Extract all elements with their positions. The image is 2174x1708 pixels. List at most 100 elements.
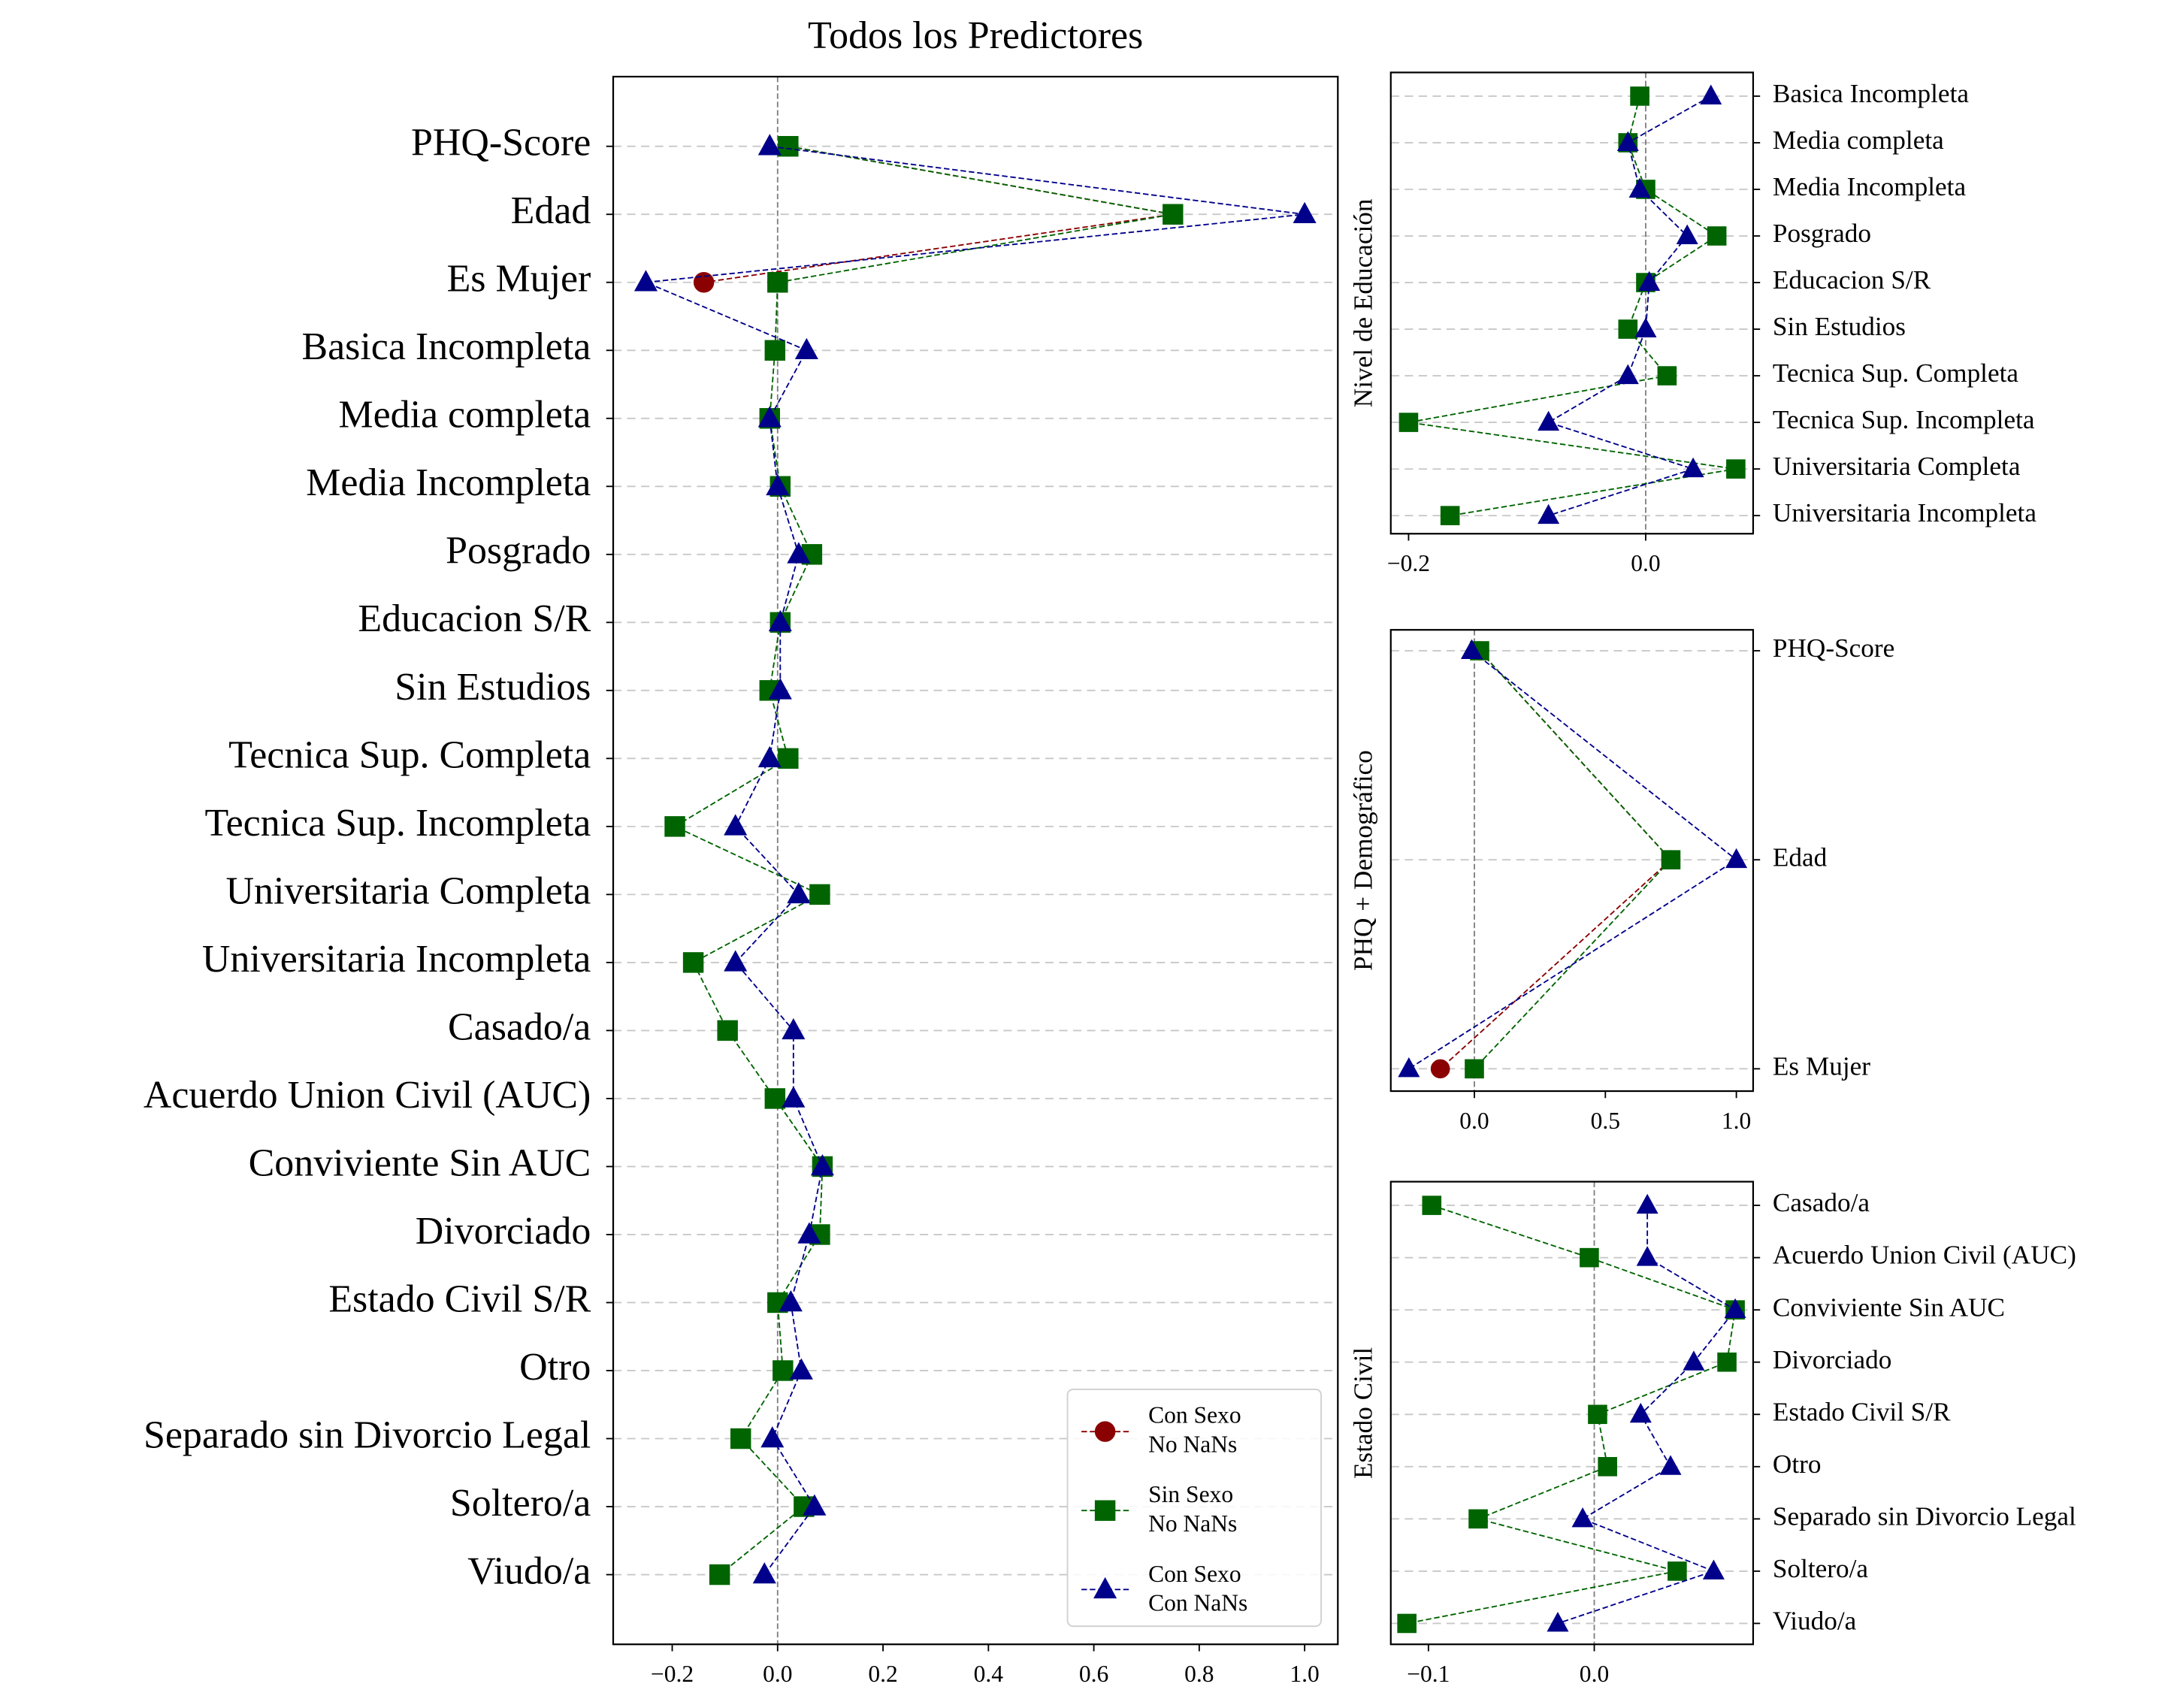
marker-square: [1440, 506, 1460, 525]
y-tick-label: Edad: [1773, 842, 1828, 872]
series-line: [1547, 95, 1712, 517]
marker-square: [730, 1428, 751, 1450]
y-tick-label: Es Mujer: [1773, 1051, 1870, 1081]
marker-triangle: [1538, 410, 1560, 431]
y-tick-label: Divorciado: [1773, 1345, 1891, 1374]
y-tick-label: Tecnica Sup. Incompleta: [1773, 405, 2035, 434]
legend-label: Con Sexo No NaNs: [1148, 1402, 1241, 1459]
marker-triangle: [1725, 848, 1748, 869]
marker-triangle: [1634, 317, 1657, 338]
y-tick-label: Educacion S/R: [358, 597, 591, 640]
marker-triangle: [1616, 131, 1639, 151]
legend-label: Con Sexo Con NaNs: [1148, 1560, 1248, 1616]
marker-triangle: [760, 1426, 785, 1448]
marker-square: [709, 1564, 730, 1586]
marker-triangle: [1616, 364, 1639, 385]
series-line: [1408, 95, 1737, 517]
legend-label: Sin Sexo No NaNs: [1148, 1481, 1238, 1537]
y-tick-label: Estado Civil S/R: [1773, 1397, 1951, 1426]
x-tick-label: 0.0: [1459, 1108, 1489, 1134]
marker-triangle: [782, 1017, 806, 1040]
plot-frame: [1389, 1180, 1755, 1646]
marker-square: [682, 952, 704, 973]
marker-triangle: [1636, 1193, 1658, 1214]
marker-square: [1397, 1613, 1417, 1634]
marker-triangle: [1571, 1507, 1594, 1528]
marker-square: [1163, 204, 1184, 225]
marker-triangle: [1636, 1246, 1658, 1266]
y-tick-label: Acuerdo Union Civil (AUC): [144, 1074, 591, 1117]
y-tick-label: Divorciado: [416, 1210, 591, 1253]
y-tick-label: Tecnica Sup. Incompleta: [205, 802, 591, 845]
marker-square: [809, 884, 830, 905]
marker-square: [1598, 1457, 1617, 1477]
marker-triangle: [782, 1086, 806, 1108]
x-tick-label: 0.0: [1580, 1661, 1609, 1687]
marker-square: [764, 340, 786, 361]
marker-triangle: [1293, 201, 1317, 224]
legend-entry: Con Sexo Con NaNs: [1148, 1560, 1248, 1616]
y-tick-label: Viudo/a: [1773, 1607, 1857, 1636]
marker-square: [1094, 1500, 1116, 1521]
marker-triangle: [787, 881, 811, 904]
series-line: [646, 145, 1305, 1576]
marker-triangle: [1628, 177, 1651, 198]
marker-square: [767, 272, 788, 293]
y-tick-label: Casado/a: [1773, 1188, 1870, 1217]
legend-entry: Con Sexo No NaNs: [1148, 1402, 1241, 1459]
marker-triangle: [768, 678, 792, 700]
marker-circle: [693, 272, 715, 293]
y-axis-label: PHQ + Demográfico: [1348, 750, 1377, 971]
y-tick-label: Conviviente Sin AUC: [249, 1141, 591, 1184]
y-tick-label: Media Incompleta: [1773, 172, 1967, 201]
marker-square: [1668, 1561, 1687, 1581]
marker-square: [1717, 1352, 1737, 1372]
marker-square: [1618, 319, 1638, 339]
marker-triangle: [1629, 1402, 1652, 1423]
y-tick-label: Otro: [519, 1346, 591, 1389]
y-tick-label: Casado/a: [448, 1005, 591, 1048]
marker-square: [1661, 850, 1681, 869]
y-tick-label: Estado Civil S/R: [328, 1277, 591, 1320]
y-tick-label: Tecnica Sup. Completa: [1773, 358, 2018, 388]
marker-square: [1630, 86, 1649, 106]
y-axis-label: Nivel de Educación: [1348, 198, 1377, 407]
y-tick-label: Media Incompleta: [306, 461, 591, 504]
marker-triangle: [1638, 271, 1661, 292]
y-tick-label: Universitaria Completa: [226, 869, 591, 912]
y-tick-label: Soltero/a: [450, 1482, 591, 1525]
marker-triangle: [1659, 1455, 1682, 1475]
marker-square: [1580, 1247, 1599, 1268]
marker-square: [1657, 366, 1677, 385]
y-tick-label: Soltero/a: [1773, 1554, 1869, 1583]
y-tick-label: Sin Estudios: [395, 666, 591, 709]
marker-triangle: [1093, 1576, 1117, 1599]
legend-entry: Sin Sexo No NaNs: [1148, 1481, 1238, 1537]
marker-triangle: [757, 134, 782, 156]
marker-square: [664, 816, 685, 837]
marker-triangle: [789, 1358, 813, 1380]
x-tick-label: −0.1: [1407, 1661, 1450, 1687]
marker-triangle: [724, 950, 748, 972]
y-tick-label: Universitaria Completa: [1773, 452, 2021, 481]
marker-triangle: [1547, 1612, 1569, 1632]
y-tick-label: Posgrado: [1773, 219, 1871, 248]
x-tick-label: 0.8: [1184, 1661, 1214, 1687]
x-tick-label: 0.0: [1631, 550, 1660, 576]
marker-square: [778, 748, 799, 769]
y-tick-label: Tecnica Sup. Completa: [228, 733, 591, 776]
x-tick-label: 0.2: [868, 1661, 897, 1687]
plot-frame: [1389, 629, 1755, 1093]
x-tick-label: 1.0: [1722, 1108, 1751, 1134]
legend-box: [1066, 1388, 1322, 1628]
marker-circle: [1094, 1421, 1116, 1442]
marker-triangle: [752, 1562, 776, 1584]
marker-triangle: [1683, 1350, 1705, 1371]
x-tick-label: 0.6: [1079, 1661, 1108, 1687]
y-tick-label: PHQ-Score: [411, 122, 591, 165]
x-tick-label: 0.5: [1591, 1108, 1620, 1134]
x-tick-label: −0.2: [651, 1661, 694, 1687]
marker-square: [778, 135, 799, 157]
series-line: [1474, 650, 1672, 1069]
